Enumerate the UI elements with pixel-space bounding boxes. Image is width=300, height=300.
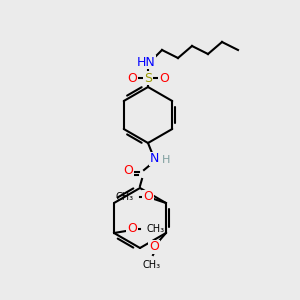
Text: O: O xyxy=(149,241,159,254)
Text: CH₃: CH₃ xyxy=(116,192,134,202)
Text: CH₃: CH₃ xyxy=(146,224,164,234)
Text: O: O xyxy=(159,71,169,85)
Text: O: O xyxy=(127,71,137,85)
Text: O: O xyxy=(143,190,153,203)
Text: HN: HN xyxy=(136,56,155,68)
Text: O: O xyxy=(127,223,137,236)
Text: N: N xyxy=(149,152,159,166)
Text: CH₃: CH₃ xyxy=(143,260,161,270)
Text: H: H xyxy=(162,155,170,165)
Text: S: S xyxy=(144,71,152,85)
Text: O: O xyxy=(123,164,133,178)
